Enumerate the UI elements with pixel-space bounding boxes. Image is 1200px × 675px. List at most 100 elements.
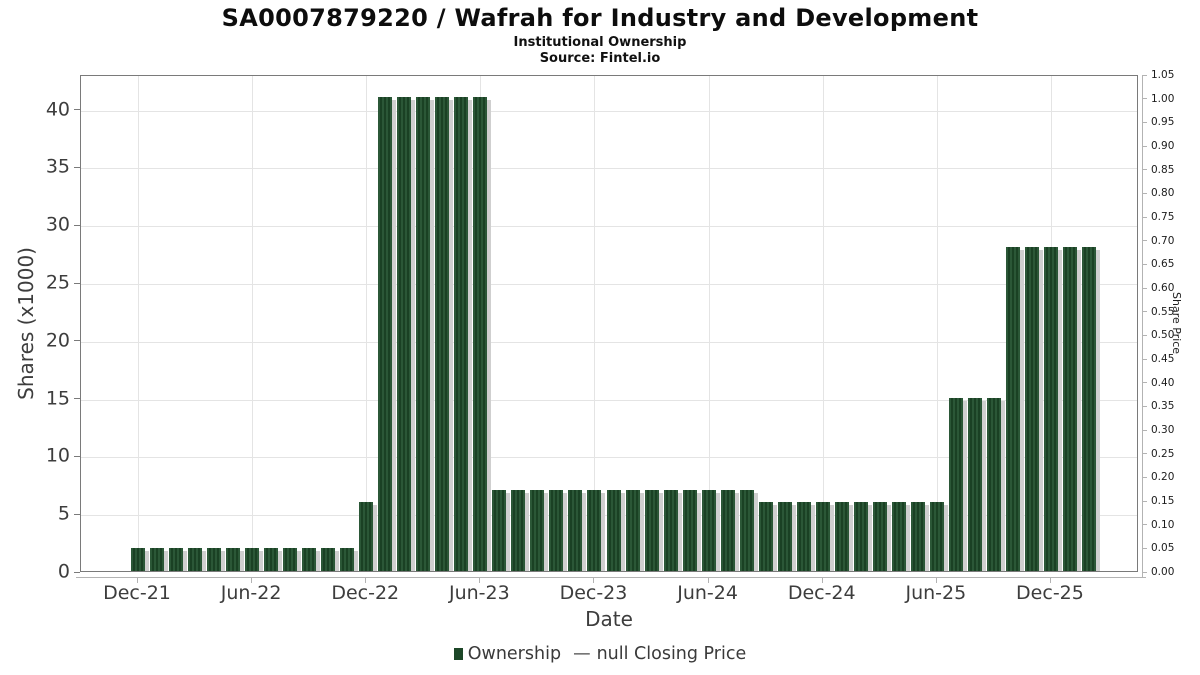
bar[interactable] [834, 501, 849, 571]
bar[interactable] [986, 397, 1001, 571]
bar[interactable] [777, 501, 792, 571]
bar[interactable] [549, 490, 564, 571]
right-axis-tick-label: 0.25 [1151, 447, 1175, 460]
bar[interactable] [378, 97, 393, 571]
x-axis-line [76, 577, 1146, 578]
bar[interactable] [454, 97, 469, 571]
y-axis-tick [74, 398, 80, 400]
bar[interactable] [929, 501, 944, 571]
bar[interactable] [1024, 247, 1039, 571]
right-axis-tick [1142, 334, 1147, 336]
v-gridline [708, 76, 710, 571]
right-axis-label-box: Share Price [1170, 75, 1183, 572]
x-axis-tick [935, 577, 937, 583]
y-axis-tick-label: 5 [57, 502, 70, 525]
bar[interactable] [967, 397, 982, 571]
right-axis-tick-label: 0.45 [1151, 353, 1175, 365]
x-axis-tick-label: Dec-24 [787, 582, 856, 604]
bar[interactable] [435, 97, 450, 571]
bar[interactable] [682, 490, 697, 571]
right-axis-label: Share Price [1170, 292, 1183, 355]
right-axis-tick-label: 0.20 [1151, 471, 1175, 484]
x-axis-tick-label: Dec-22 [331, 582, 400, 604]
bar[interactable] [473, 97, 488, 571]
left-axis-label-box: Shares (x1000) [14, 75, 38, 572]
right-axis-tick-label: 0.10 [1151, 518, 1175, 531]
right-axis-tick-label: 1.00 [1151, 92, 1175, 105]
legend-entry-ownership[interactable]: Ownership [453, 644, 561, 664]
v-gridline [366, 76, 368, 571]
right-axis-tick-label: 0.75 [1151, 211, 1175, 223]
bar[interactable] [644, 490, 659, 571]
bar[interactable] [758, 501, 773, 571]
bar[interactable] [511, 490, 526, 571]
bar[interactable] [131, 547, 145, 571]
right-axis-tick-label: 0.85 [1151, 163, 1175, 176]
chart-source: Source: Fintel.io [539, 51, 661, 66]
bar[interactable] [1062, 247, 1077, 571]
bar[interactable] [720, 490, 735, 571]
bar[interactable] [150, 547, 165, 571]
bar[interactable] [1005, 247, 1020, 571]
bar[interactable] [226, 547, 241, 571]
h-gridline [81, 284, 1137, 286]
bar[interactable] [245, 547, 260, 571]
chart-subtitle: Institutional Ownership [513, 35, 687, 50]
left-axis-label: Shares (x1000) [14, 247, 38, 400]
right-axis-tick-label: 0.55 [1151, 305, 1175, 318]
right-axis-tick-label: 0.15 [1151, 495, 1175, 507]
bar[interactable] [530, 490, 545, 571]
bar[interactable] [321, 547, 336, 571]
bar[interactable] [796, 501, 811, 571]
bar[interactable] [188, 547, 203, 571]
bar[interactable] [1082, 247, 1096, 571]
bar[interactable] [739, 490, 754, 571]
bar[interactable] [568, 490, 583, 571]
legend-price-label: null Closing Price [596, 644, 747, 664]
right-axis-tick [1142, 429, 1147, 431]
bar[interactable] [492, 490, 507, 571]
bar[interactable] [1043, 247, 1058, 571]
bar[interactable] [872, 501, 887, 571]
bar[interactable] [359, 501, 374, 571]
right-axis-tick [1142, 263, 1147, 265]
bar[interactable] [606, 490, 621, 571]
y-axis-tick-label: 25 [45, 271, 70, 294]
bar[interactable] [340, 547, 355, 571]
bar[interactable] [283, 547, 298, 571]
y-axis-tick-label: 15 [45, 387, 70, 410]
bar[interactable] [397, 97, 412, 571]
bar[interactable] [169, 547, 184, 571]
h-gridline [81, 399, 1137, 401]
right-axis-tick [1142, 287, 1147, 289]
bar[interactable] [910, 501, 925, 571]
right-axis-tick [1142, 500, 1147, 502]
x-axis-tick-label: Jun-25 [905, 582, 967, 604]
bar[interactable] [891, 501, 906, 571]
right-axis-tick [1142, 524, 1147, 526]
bar[interactable] [587, 490, 602, 571]
h-gridline [81, 226, 1137, 228]
ownership-swatch-icon [453, 648, 463, 660]
right-axis-line [1142, 75, 1143, 578]
bar[interactable] [207, 547, 222, 571]
bar[interactable] [853, 501, 868, 571]
price-line-marker-icon: — [573, 644, 591, 664]
bar[interactable] [264, 547, 279, 571]
bar[interactable] [625, 490, 640, 571]
right-axis-tick [1142, 547, 1147, 549]
right-axis-tick-label: 0.00 [1151, 566, 1175, 578]
x-axis-tick [365, 577, 367, 583]
y-axis-tick [74, 340, 80, 342]
legend: Ownership — null Closing Price [0, 644, 1200, 664]
bar[interactable] [815, 501, 830, 571]
bar[interactable] [416, 97, 431, 571]
bar[interactable] [701, 490, 716, 571]
x-axis-label: Date [585, 607, 633, 631]
bar[interactable] [948, 397, 963, 571]
y-axis-tick [74, 455, 80, 457]
bar[interactable] [302, 547, 317, 571]
bar[interactable] [663, 490, 678, 571]
right-axis-tick-label: 0.90 [1151, 140, 1175, 152]
legend-entry-closing-price[interactable]: null Closing Price [597, 644, 747, 664]
